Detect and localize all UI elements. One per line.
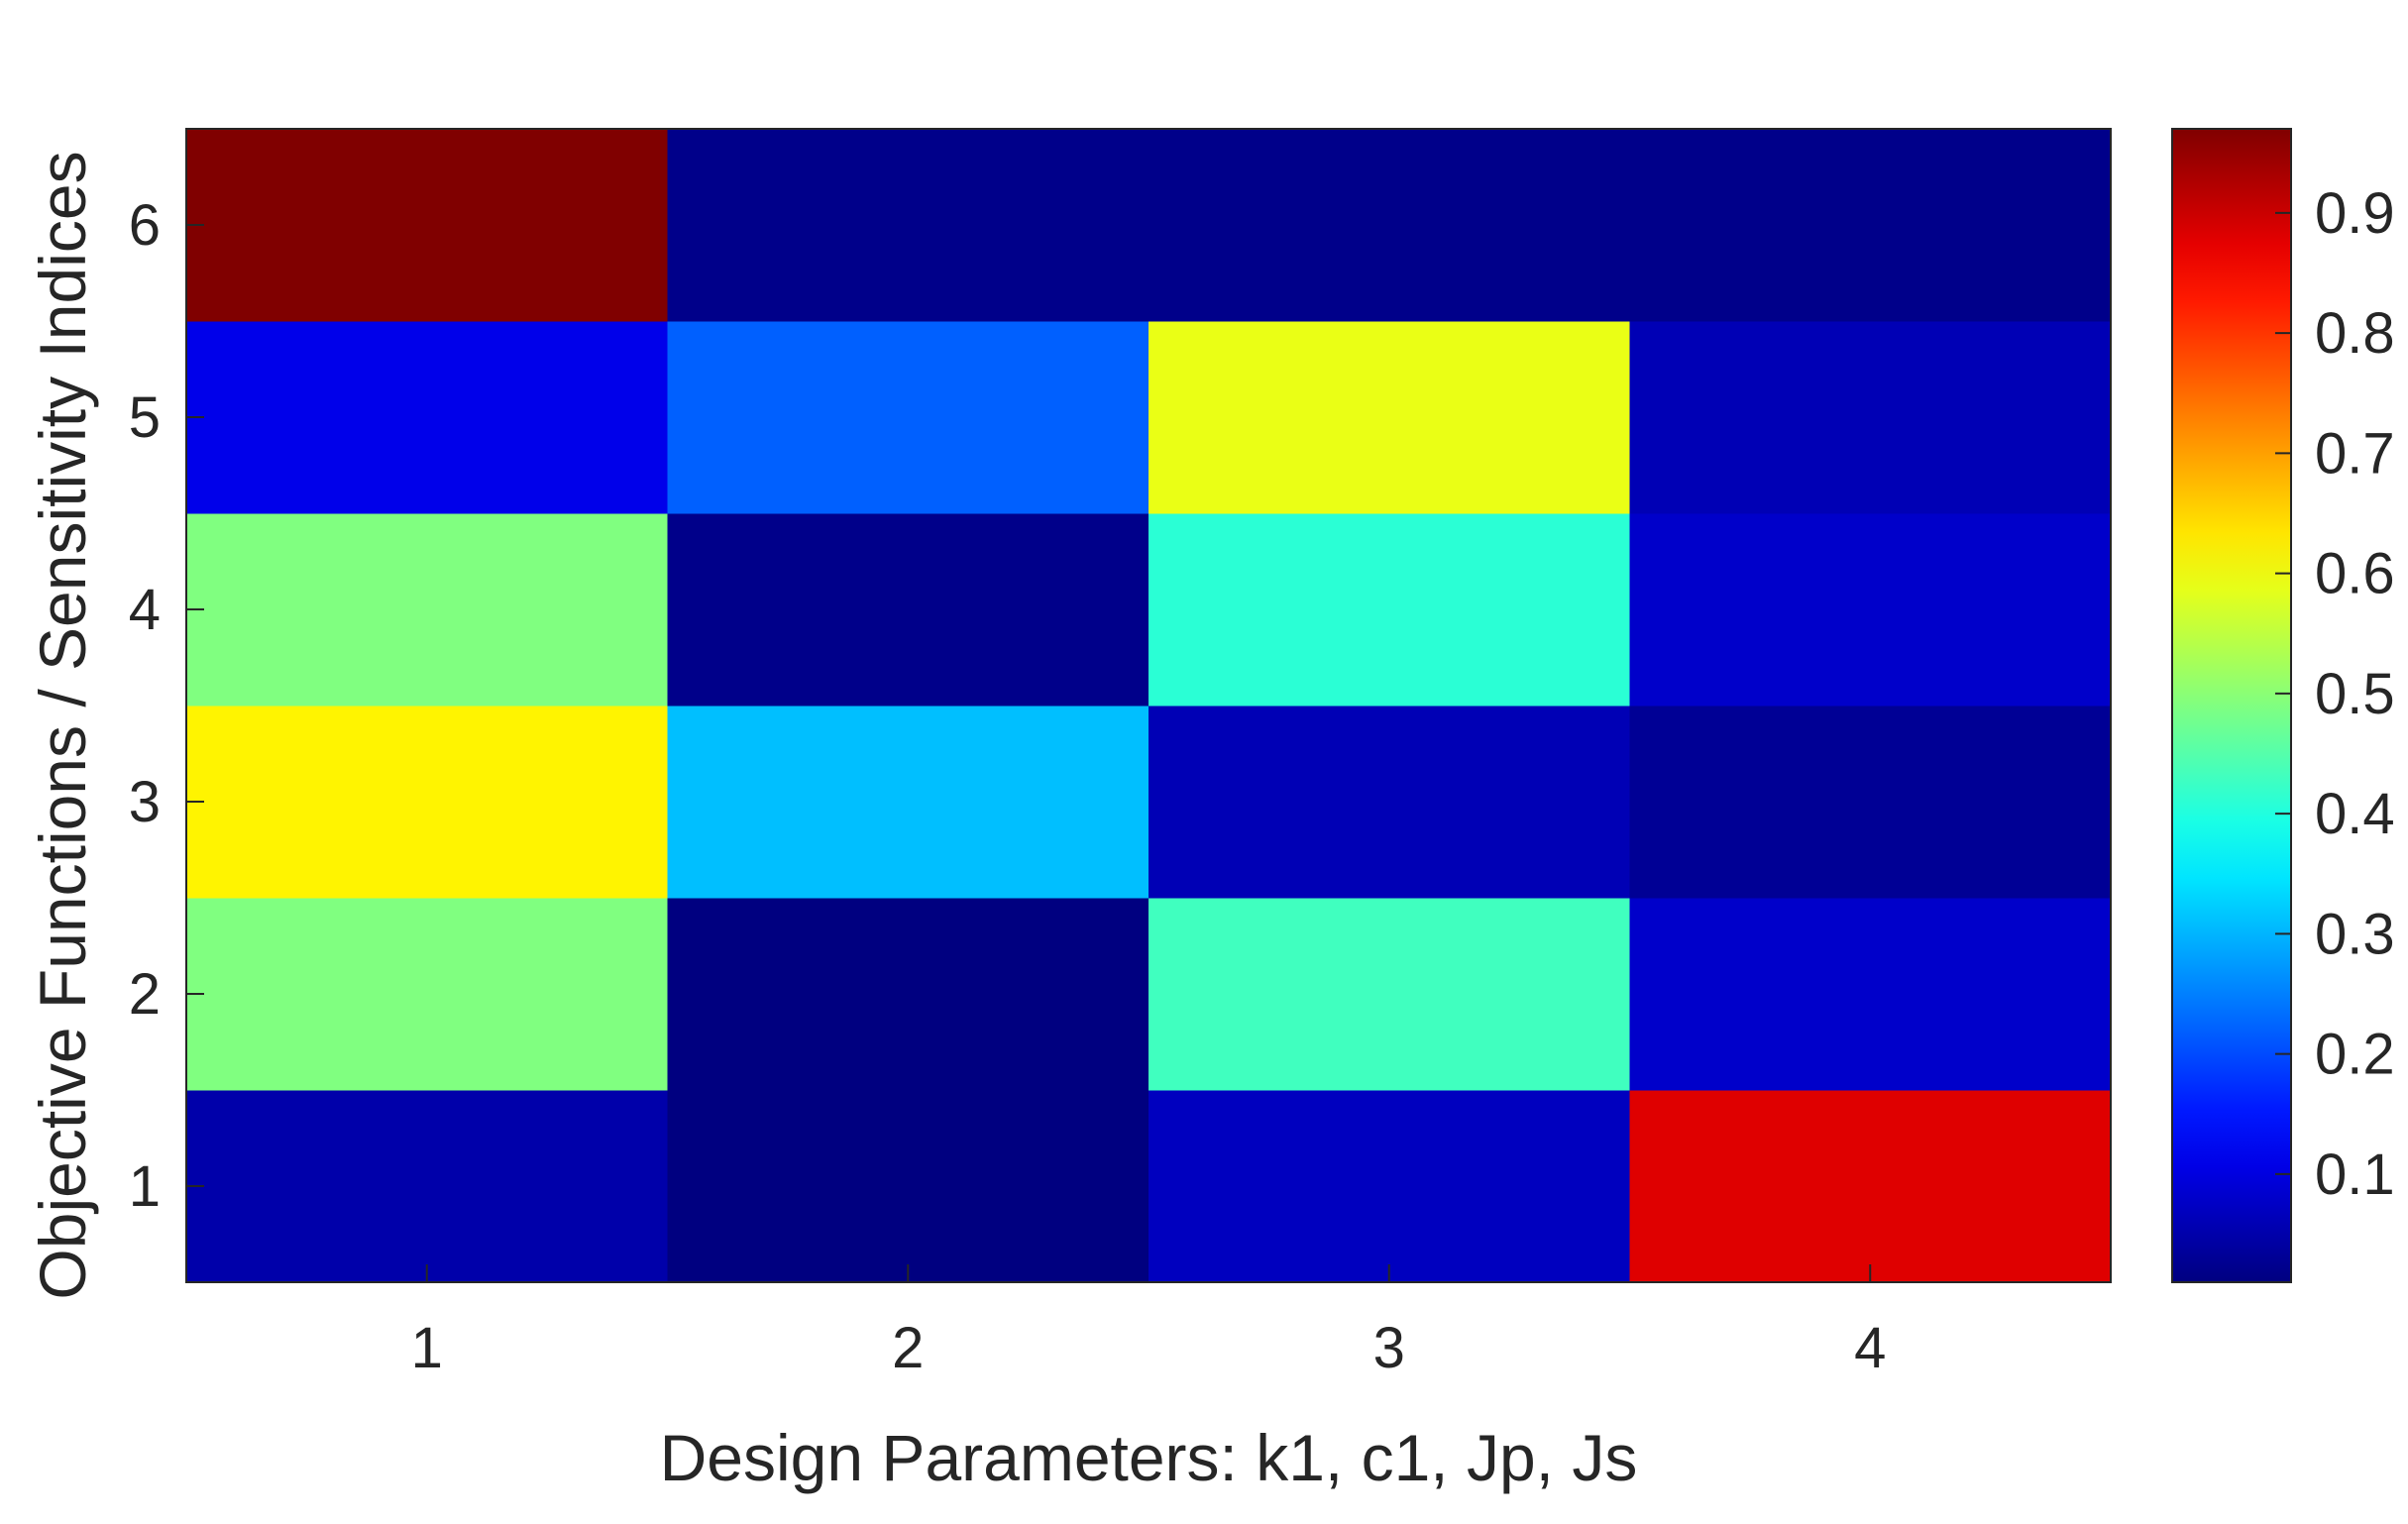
- heatmap-cell-r2-c1: [186, 898, 668, 1091]
- heatmap-cell-r2-c3: [1149, 898, 1630, 1091]
- x-axis-label: Design Parameters: k1, c1, Jp, Js: [660, 1421, 1638, 1494]
- heatmap-cell-r3-c2: [667, 706, 1149, 899]
- x-axis-ticks: 1 2 3 4: [411, 1264, 1886, 1380]
- y-tick-label: 5: [129, 385, 161, 450]
- heatmap-cell-r6-c3: [1149, 129, 1630, 322]
- heatmap-cell-r4-c1: [186, 513, 668, 707]
- heatmap-cell-r1-c4: [1629, 1090, 2112, 1283]
- heatmap-cell-r4-c3: [1149, 513, 1630, 707]
- y-tick-label: 6: [129, 193, 161, 258]
- heatmap-cell-r6-c2: [667, 129, 1149, 322]
- heatmap-cell-r2-c4: [1629, 898, 2112, 1091]
- heatmap-cell-r5-c1: [186, 321, 668, 514]
- colorbar-tick-label: 0.6: [2315, 542, 2395, 606]
- x-tick-label: 2: [892, 1316, 924, 1380]
- heatmap-cell-r5-c4: [1629, 321, 2112, 514]
- heatmap-cell-r5-c3: [1149, 321, 1630, 514]
- y-axis-ticks: 1 2 3 4 5 6: [129, 193, 204, 1219]
- y-tick-label: 3: [129, 770, 161, 834]
- heatmap-cell-r6-c4: [1629, 129, 2112, 322]
- colorbar-tick-label: 0.4: [2315, 782, 2395, 846]
- colorbar-tick-label: 0.8: [2315, 301, 2395, 366]
- heatmap-cell-r1-c3: [1149, 1090, 1630, 1283]
- heatmap-cell-r4-c4: [1629, 513, 2112, 707]
- heatmap-cell-r3-c4: [1629, 706, 2112, 899]
- colorbar-tick-label: 0.7: [2315, 421, 2395, 486]
- heatmap-cell-r2-c2: [667, 898, 1149, 1091]
- colorbar-tick-label: 0.2: [2315, 1023, 2395, 1087]
- colorbar-tick-label: 0.3: [2315, 902, 2395, 966]
- y-tick-label: 4: [129, 578, 161, 642]
- heatmap-cell-r5-c2: [667, 321, 1149, 514]
- heatmap-cell-r3-c3: [1149, 706, 1630, 899]
- heatmap-cell-r6-c1: [186, 129, 668, 322]
- x-tick-label: 3: [1373, 1316, 1405, 1380]
- colorbar-tick-label: 0.9: [2315, 181, 2395, 246]
- y-tick-label: 1: [129, 1154, 161, 1219]
- plot-frame: [185, 128, 2112, 1283]
- x-tick-label: 4: [1854, 1316, 1886, 1380]
- heatmap-cell-r1-c1: [186, 1090, 668, 1283]
- heatmap-cell-r1-c2: [667, 1090, 1149, 1283]
- colorbar-tick-label: 0.5: [2315, 662, 2395, 726]
- heatmap-cell-r3-c1: [186, 706, 668, 899]
- heatmap-cell-r4-c2: [667, 513, 1149, 707]
- x-tick-label: 1: [411, 1316, 443, 1380]
- y-axis-label: Objective Functions / Sensitivity Indice…: [26, 151, 99, 1299]
- colorbar-ticks: 0.1 0.2 0.3 0.4 0.5 0.6 0.7 0.8 0.9: [2275, 181, 2395, 1207]
- colorbar-tick-label: 0.1: [2315, 1143, 2395, 1207]
- y-tick-label: 2: [129, 962, 161, 1027]
- heatmap-cells: [186, 129, 2112, 1283]
- colorbar: [2171, 128, 2292, 1283]
